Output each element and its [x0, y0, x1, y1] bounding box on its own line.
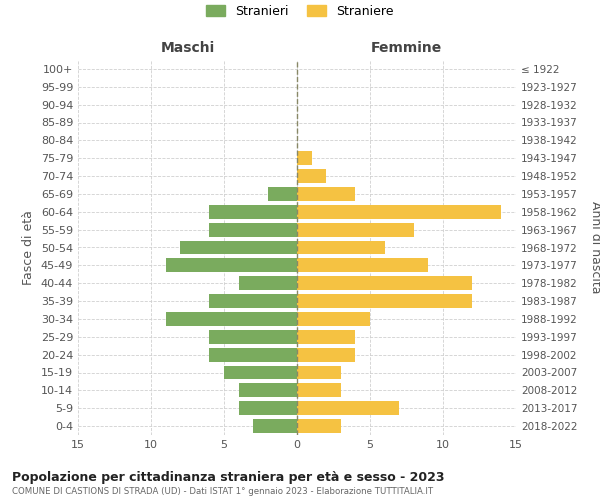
Bar — [209, 348, 297, 362]
Bar — [224, 366, 297, 380]
Bar — [253, 419, 297, 433]
Bar — [268, 187, 297, 201]
Bar — [297, 366, 341, 380]
Text: COMUNE DI CASTIONS DI STRADA (UD) - Dati ISTAT 1° gennaio 2023 - Elaborazione TU: COMUNE DI CASTIONS DI STRADA (UD) - Dati… — [12, 488, 433, 496]
Bar — [297, 222, 414, 236]
Bar — [239, 401, 297, 415]
Bar — [297, 401, 399, 415]
Bar — [297, 330, 355, 344]
Bar — [209, 205, 297, 219]
Bar — [297, 294, 472, 308]
Bar — [166, 258, 297, 272]
Bar — [297, 169, 326, 183]
Bar — [166, 312, 297, 326]
Bar — [297, 240, 385, 254]
Bar — [297, 205, 502, 219]
Bar — [297, 258, 428, 272]
Bar — [180, 240, 297, 254]
Y-axis label: Fasce di età: Fasce di età — [22, 210, 35, 285]
Bar — [297, 312, 370, 326]
Bar — [209, 330, 297, 344]
Bar — [297, 276, 472, 290]
Text: Maschi: Maschi — [160, 40, 215, 54]
Bar — [209, 294, 297, 308]
Y-axis label: Anni di nascita: Anni di nascita — [589, 201, 600, 294]
Bar — [297, 151, 311, 165]
Bar — [297, 187, 355, 201]
Bar — [297, 384, 341, 398]
Legend: Stranieri, Straniere: Stranieri, Straniere — [203, 1, 397, 21]
Text: Popolazione per cittadinanza straniera per età e sesso - 2023: Popolazione per cittadinanza straniera p… — [12, 472, 445, 484]
Bar — [239, 276, 297, 290]
Bar — [209, 222, 297, 236]
Bar — [239, 384, 297, 398]
Bar — [297, 348, 355, 362]
Bar — [297, 419, 341, 433]
Text: Femmine: Femmine — [371, 40, 442, 54]
